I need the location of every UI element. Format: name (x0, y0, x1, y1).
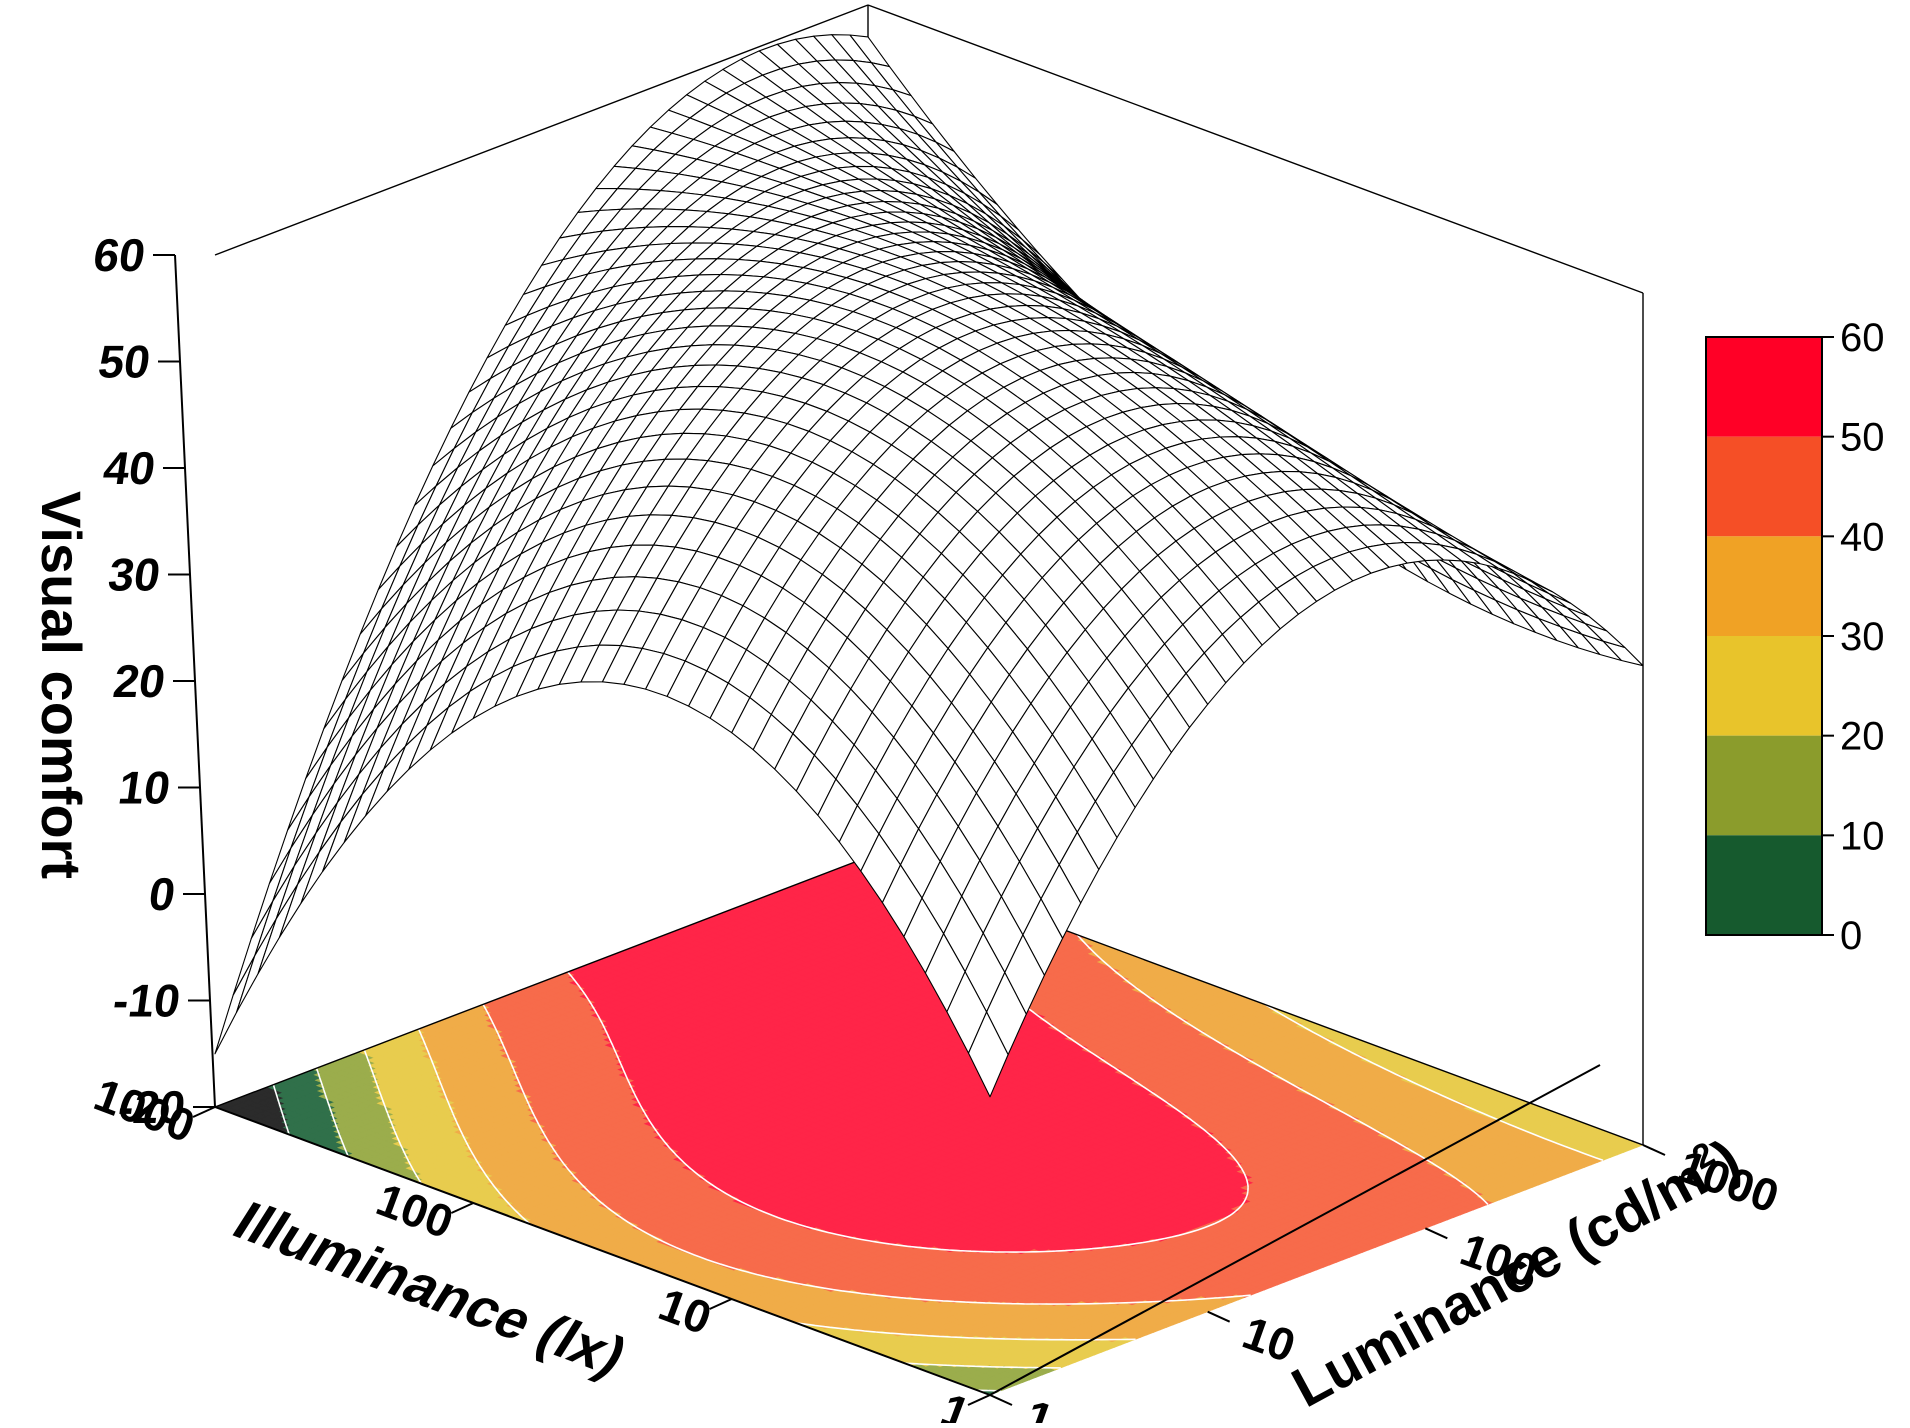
contour-floor (214, 856, 1644, 1396)
